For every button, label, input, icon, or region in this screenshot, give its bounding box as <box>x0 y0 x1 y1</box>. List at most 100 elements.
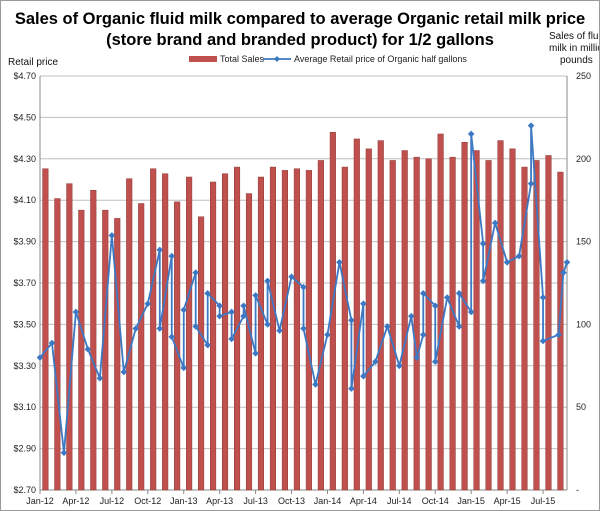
x-tick-label: Apr-12 <box>62 496 89 506</box>
right-axis-title: Sales of fluid <box>549 31 599 42</box>
price-marker <box>467 130 475 138</box>
sales-bar <box>198 216 205 491</box>
price-marker <box>324 331 331 339</box>
sales-bar <box>425 158 432 491</box>
x-tick-label: Jan-15 <box>457 496 485 506</box>
price-marker <box>120 368 128 376</box>
price-marker <box>240 312 247 320</box>
sales-bar <box>293 168 300 491</box>
sales-bar <box>341 166 348 491</box>
price-marker <box>360 372 367 380</box>
right-axis-title: milk in millions <box>549 43 599 54</box>
price-marker <box>348 316 355 324</box>
sales-bar <box>221 173 229 491</box>
price-marker <box>156 325 164 332</box>
sales-bar <box>497 140 504 491</box>
x-tick-label: Jan-12 <box>26 496 54 506</box>
left-tick-label: $3.50 <box>13 319 36 329</box>
right-tick-label: 250 <box>576 71 591 81</box>
sales-bar <box>78 209 85 491</box>
right-axis-title: pounds <box>560 55 593 66</box>
x-tick-label: Apr-13 <box>206 496 233 506</box>
price-marker <box>156 246 164 254</box>
price-marker <box>36 354 44 361</box>
price-marker <box>563 259 571 266</box>
price-marker <box>336 259 343 266</box>
sales-bar <box>257 176 265 491</box>
sales-bar <box>269 166 277 491</box>
left-tick-label: $4.30 <box>13 154 36 164</box>
sales-bar <box>162 173 169 491</box>
sales-bar <box>126 178 133 491</box>
sales-bar <box>449 156 456 491</box>
price-marker <box>168 252 176 260</box>
price-marker <box>132 325 140 332</box>
x-tick-label: Jul-12 <box>100 496 125 506</box>
left-axis-title: Retail price <box>8 57 58 68</box>
sales-bar <box>521 166 528 491</box>
chart-title-line-2: (store brand and branded product) for 1/… <box>106 31 494 49</box>
sales-bar <box>281 170 288 491</box>
price-marker <box>216 302 223 310</box>
sales-bar <box>461 141 468 491</box>
price-marker <box>216 312 223 320</box>
sales-bar <box>114 218 121 491</box>
price-marker <box>48 339 56 347</box>
price-marker <box>455 290 463 297</box>
price-marker <box>192 323 200 330</box>
price-marker <box>407 312 415 320</box>
x-tick-label: Apr-14 <box>350 496 377 506</box>
right-tick-label: 100 <box>576 319 591 329</box>
sales-bar <box>186 176 193 491</box>
sales-bar <box>210 181 217 491</box>
price-marker <box>560 269 567 276</box>
left-tick-label: $4.50 <box>13 112 36 122</box>
sales-bar <box>545 155 552 491</box>
sales-bar <box>557 171 564 491</box>
legend-label-price: Average Retail price of Organic half gal… <box>294 54 467 64</box>
price-marker <box>180 364 188 372</box>
price-marker <box>419 290 427 297</box>
price-marker <box>360 300 367 307</box>
price-marker <box>240 302 247 310</box>
chart-title-line-1: Sales of Organic fluid milk compared to … <box>14 10 586 28</box>
right-tick-label: 150 <box>576 237 591 247</box>
price-marker <box>168 333 176 341</box>
sales-bar <box>305 170 312 491</box>
left-tick-label: $3.10 <box>13 402 36 412</box>
price-marker <box>204 290 211 297</box>
price-marker <box>413 354 421 361</box>
sales-bar <box>138 203 145 491</box>
price-marker <box>288 273 295 281</box>
price-marker <box>384 323 391 330</box>
sales-bar <box>329 132 336 491</box>
sales-bar <box>413 156 420 491</box>
chart-title: Sales of Organic fluid milk compared to … <box>1 9 599 51</box>
sales-bar <box>533 160 540 491</box>
x-tick-label: Jul-15 <box>531 496 556 506</box>
sales-bar <box>317 160 324 491</box>
price-marker <box>515 252 523 260</box>
x-tick-label: Jan-13 <box>170 496 198 506</box>
price-marker <box>276 327 283 334</box>
price-marker <box>180 306 188 314</box>
price-marker <box>204 341 211 349</box>
price-marker <box>252 292 259 299</box>
sales-bar <box>389 160 396 491</box>
sales-bar <box>150 168 157 491</box>
left-tick-label: $2.70 <box>13 485 36 495</box>
price-marker <box>527 180 535 187</box>
x-tick-label: Oct-12 <box>134 496 161 506</box>
x-tick-label: Jul-14 <box>387 496 412 506</box>
price-marker <box>264 277 271 285</box>
price-marker <box>479 277 487 285</box>
left-tick-label: $3.90 <box>13 237 36 247</box>
left-tick-label: $3.70 <box>13 278 36 288</box>
price-marker <box>348 385 355 392</box>
legend-swatch-price-marker <box>274 56 280 62</box>
price-marker <box>467 308 475 316</box>
price-marker <box>555 331 562 339</box>
x-tick-label: Oct-14 <box>422 496 449 506</box>
price-marker <box>431 358 439 365</box>
